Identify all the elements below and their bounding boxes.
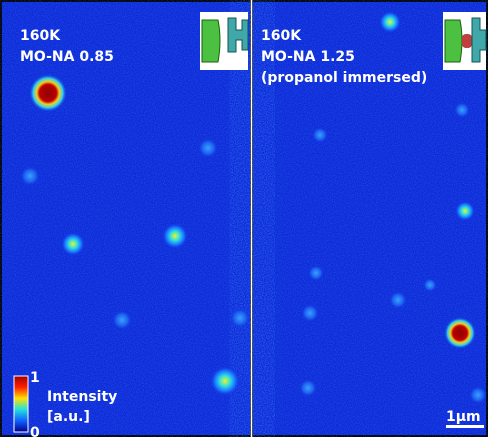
colorbar-title: [a.u.] bbox=[47, 409, 90, 425]
inset-right bbox=[443, 12, 486, 70]
colorbar-title: Intensity bbox=[47, 389, 117, 405]
scale-bar bbox=[446, 425, 484, 428]
panel-label: 160K bbox=[20, 28, 61, 44]
fluorescence-spot bbox=[301, 304, 319, 322]
fluorescence-spot bbox=[379, 11, 401, 33]
objective bbox=[445, 20, 462, 62]
fluorescence-spot bbox=[29, 74, 67, 112]
figure: 160K MO-NA 0.85 160K MO-NA 1.25 (propano… bbox=[0, 0, 488, 437]
fluorescence-spot bbox=[61, 232, 85, 256]
scale-bar-label: 1μm bbox=[446, 409, 481, 425]
fluorescence-spot bbox=[308, 265, 324, 281]
panel-label: 160K bbox=[261, 28, 302, 44]
inset-left bbox=[200, 12, 248, 70]
panel-label: MO-NA 0.85 bbox=[20, 49, 114, 65]
immersion-drop bbox=[462, 34, 472, 48]
fluorescence-spot bbox=[198, 138, 218, 158]
panel-label: (propanol immersed) bbox=[261, 70, 427, 86]
fluorescence-spot bbox=[162, 223, 188, 249]
fluorescence-spot bbox=[312, 127, 328, 143]
colorbar-min: 0 bbox=[30, 425, 40, 437]
objective bbox=[202, 20, 220, 62]
fluorescence-spot bbox=[210, 366, 240, 396]
fluorescence-spot bbox=[469, 386, 487, 404]
page: {"panels": [ {"lines": ["160K", "MO-NA 0… bbox=[0, 0, 488, 437]
fluorescence-spot bbox=[299, 379, 317, 397]
fluorescence-spot bbox=[423, 278, 437, 292]
body: 160K MO-NA 0.85 160K MO-NA 1.25 (propano… bbox=[0, 0, 488, 437]
fluorescence-spot bbox=[112, 310, 132, 330]
panel-label: MO-NA 1.25 bbox=[261, 49, 355, 65]
fluorescence-spot bbox=[389, 291, 407, 309]
colorbar bbox=[14, 376, 28, 432]
fluorescence-spot bbox=[444, 317, 476, 349]
fluorescence-spot bbox=[455, 201, 475, 221]
fluorescence-spot bbox=[20, 166, 40, 186]
fluorescence-spot bbox=[230, 308, 250, 328]
colorbar-max: 1 bbox=[30, 370, 40, 386]
fluorescence-spot bbox=[454, 102, 470, 118]
